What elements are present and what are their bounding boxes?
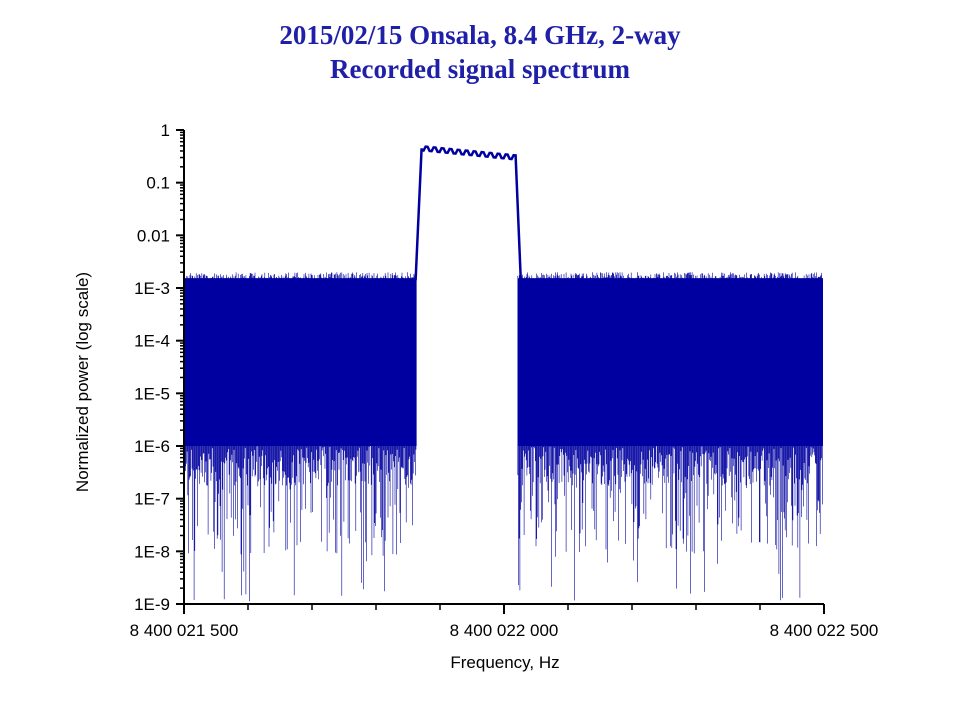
data-layer bbox=[184, 145, 823, 602]
y-tick-label: 1E-3 bbox=[134, 279, 170, 298]
y-axis-label: Normalized power (log scale) bbox=[73, 272, 92, 492]
noise-trace bbox=[517, 272, 823, 601]
x-axis-label: Frequency, Hz bbox=[450, 653, 559, 672]
y-tick-label: 1E-4 bbox=[134, 332, 170, 351]
y-tick-label: 0.01 bbox=[137, 226, 170, 245]
y-tick-label: 0.1 bbox=[146, 174, 170, 193]
chart-title-block: 2015/02/15 Onsala, 8.4 GHz, 2-way Record… bbox=[0, 18, 960, 86]
chart-subtitle: Recorded signal spectrum bbox=[330, 54, 630, 84]
y-tick-label: 1E-7 bbox=[134, 490, 170, 509]
y-tick-label: 1 bbox=[161, 121, 170, 140]
y-tick-label: 1E-9 bbox=[134, 595, 170, 614]
ticks-layer: 1 0.1 0.01 1E-3 1E-4 1E-5 1E-6 1E-7 1E-8 1E-9 8 40… bbox=[130, 121, 879, 640]
x-tick-label: 8 400 022 500 bbox=[770, 621, 879, 640]
signal-carrier bbox=[414, 145, 523, 281]
y-tick-label: 1E-8 bbox=[134, 542, 170, 561]
chart-title: 2015/02/15 Onsala, 8.4 GHz, 2-way bbox=[279, 20, 681, 50]
y-tick-label: 1E-5 bbox=[134, 384, 170, 403]
y-tick-label: 1E-6 bbox=[134, 437, 170, 456]
x-tick-label: 8 400 022 000 bbox=[450, 621, 559, 640]
x-tick-label: 8 400 021 500 bbox=[130, 621, 239, 640]
